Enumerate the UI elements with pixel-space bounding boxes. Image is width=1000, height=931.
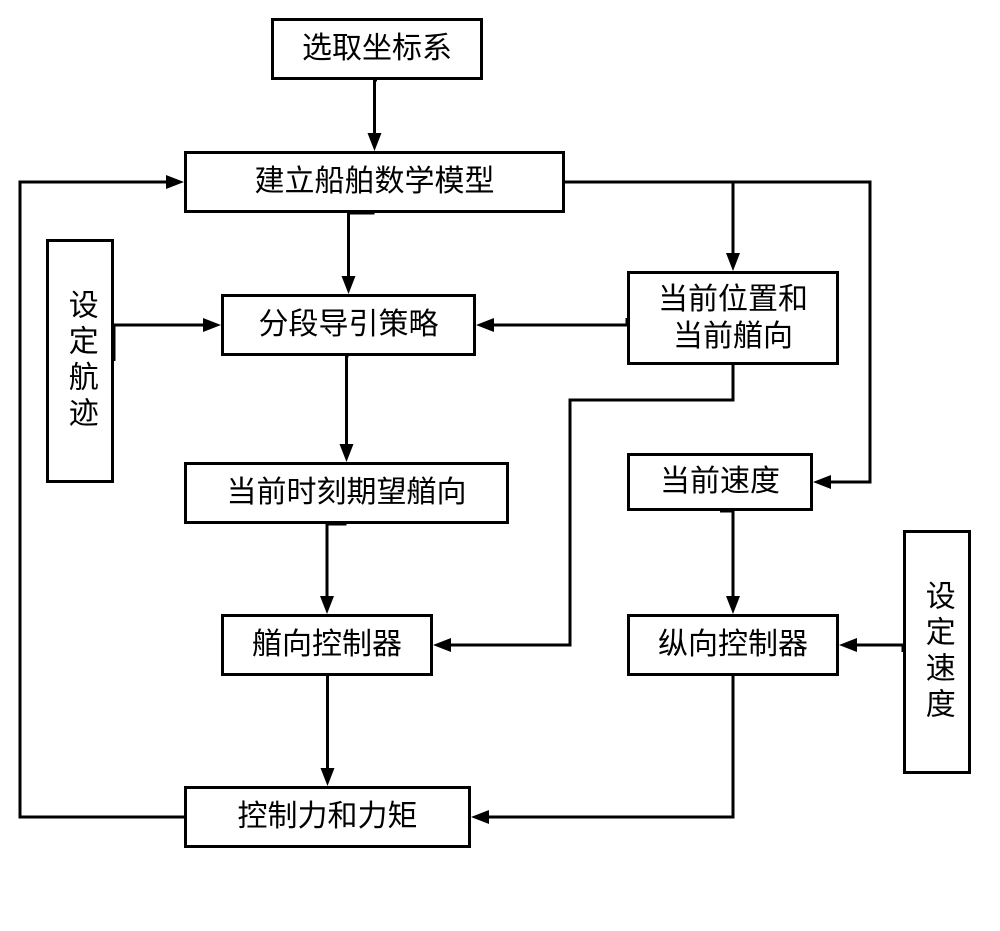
- edge-arrowhead: [368, 133, 382, 151]
- edge-arrowhead: [166, 175, 184, 189]
- edge-line: [349, 213, 375, 276]
- edge-arrowhead: [433, 638, 451, 652]
- edge-arrowhead: [726, 596, 740, 614]
- edge-arrowhead: [342, 276, 356, 294]
- edge-line: [20, 182, 184, 817]
- edge-line: [327, 676, 328, 768]
- edge-arrowhead: [813, 475, 831, 489]
- edge-line: [451, 365, 733, 645]
- edge-line: [565, 182, 733, 253]
- edge-line: [720, 511, 733, 596]
- edge-line: [347, 356, 349, 444]
- flowchart-canvas: 选取坐标系建立船舶数学模型设定航迹分段导引策略当前位置和 当前艏向当前时刻期望艏…: [0, 0, 1000, 931]
- edge-arrowhead: [321, 768, 335, 786]
- edge-arrowhead: [839, 638, 857, 652]
- edge-arrowhead: [340, 444, 354, 462]
- edge-arrowhead: [726, 253, 740, 271]
- edge-arrowhead: [471, 810, 489, 824]
- edge-line: [327, 524, 347, 596]
- edge-line: [494, 318, 627, 325]
- edge-arrowhead: [203, 318, 221, 332]
- edges-layer: [0, 0, 1000, 931]
- edge-line: [375, 80, 378, 133]
- edge-line: [114, 325, 203, 361]
- edge-arrowhead: [476, 318, 494, 332]
- edge-line: [565, 182, 870, 482]
- edge-arrowhead: [320, 596, 334, 614]
- edge-line: [489, 676, 733, 817]
- edge-line: [857, 645, 903, 652]
